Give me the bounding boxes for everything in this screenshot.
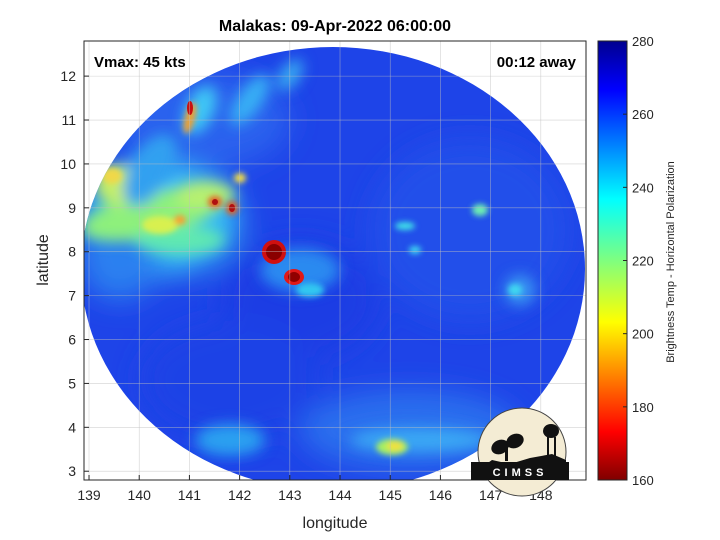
colorbar-ticks: 160 180 200 220 240 260 280 bbox=[623, 34, 654, 488]
colorbar-label: Brightness Temp - Horizontal Polarizatio… bbox=[665, 161, 677, 363]
y-axis-label: latitude bbox=[35, 234, 52, 286]
colorbar-tick-label: 260 bbox=[632, 107, 654, 122]
x-tick-label: 141 bbox=[178, 487, 202, 503]
colorbar-tick-label: 240 bbox=[632, 180, 654, 195]
colorbar-tick-label: 180 bbox=[632, 400, 654, 415]
time-away-label: 00:12 away bbox=[497, 54, 577, 71]
y-tick-label: 11 bbox=[61, 112, 76, 128]
y-tick-label: 5 bbox=[68, 375, 76, 391]
grid-lines bbox=[84, 41, 586, 480]
y-axis-ticks: 3 4 5 6 7 8 9 10 11 12 bbox=[60, 68, 89, 479]
colorbar-tick-label: 160 bbox=[632, 473, 654, 488]
colorbar: 160 180 200 220 240 260 280 Brightness Temp - … bbox=[597, 34, 677, 488]
vmax-label: Vmax: 45 kts bbox=[94, 54, 186, 71]
chart-title: Malakas: 09-Apr-2022 06:00:00 bbox=[219, 18, 451, 35]
x-axis-label: longitude bbox=[303, 515, 368, 532]
y-tick-label: 9 bbox=[68, 200, 76, 216]
x-tick-label: 140 bbox=[128, 487, 152, 503]
microwave-swath bbox=[84, 47, 585, 480]
colorbar-tick-label: 200 bbox=[632, 327, 654, 342]
axes-box bbox=[83, 40, 587, 481]
y-tick-label: 12 bbox=[60, 68, 76, 84]
x-tick-label: 144 bbox=[328, 487, 352, 503]
colorbar-tick-label: 220 bbox=[632, 254, 654, 269]
x-tick-label: 142 bbox=[228, 487, 252, 503]
y-tick-label: 6 bbox=[68, 332, 76, 348]
x-tick-label: 139 bbox=[77, 487, 101, 503]
x-tick-label: 143 bbox=[278, 487, 302, 503]
x-axis-ticks: 139 140 141 142 143 144 145 146 147 148 bbox=[77, 475, 553, 503]
x-tick-label: 145 bbox=[379, 487, 403, 503]
cimss-logo: CIMSS bbox=[471, 407, 569, 497]
x-tick-label: 147 bbox=[479, 487, 503, 503]
colorbar-ramp bbox=[597, 40, 628, 481]
y-tick-label: 8 bbox=[68, 244, 76, 260]
y-tick-label: 10 bbox=[60, 156, 76, 172]
y-tick-label: 3 bbox=[68, 463, 76, 479]
x-tick-label: 146 bbox=[429, 487, 453, 503]
colorbar-tick-label: 280 bbox=[632, 34, 654, 49]
y-tick-label: 7 bbox=[68, 288, 76, 304]
cimss-logo-text: CIMSS bbox=[493, 467, 548, 479]
y-tick-label: 4 bbox=[68, 419, 76, 435]
